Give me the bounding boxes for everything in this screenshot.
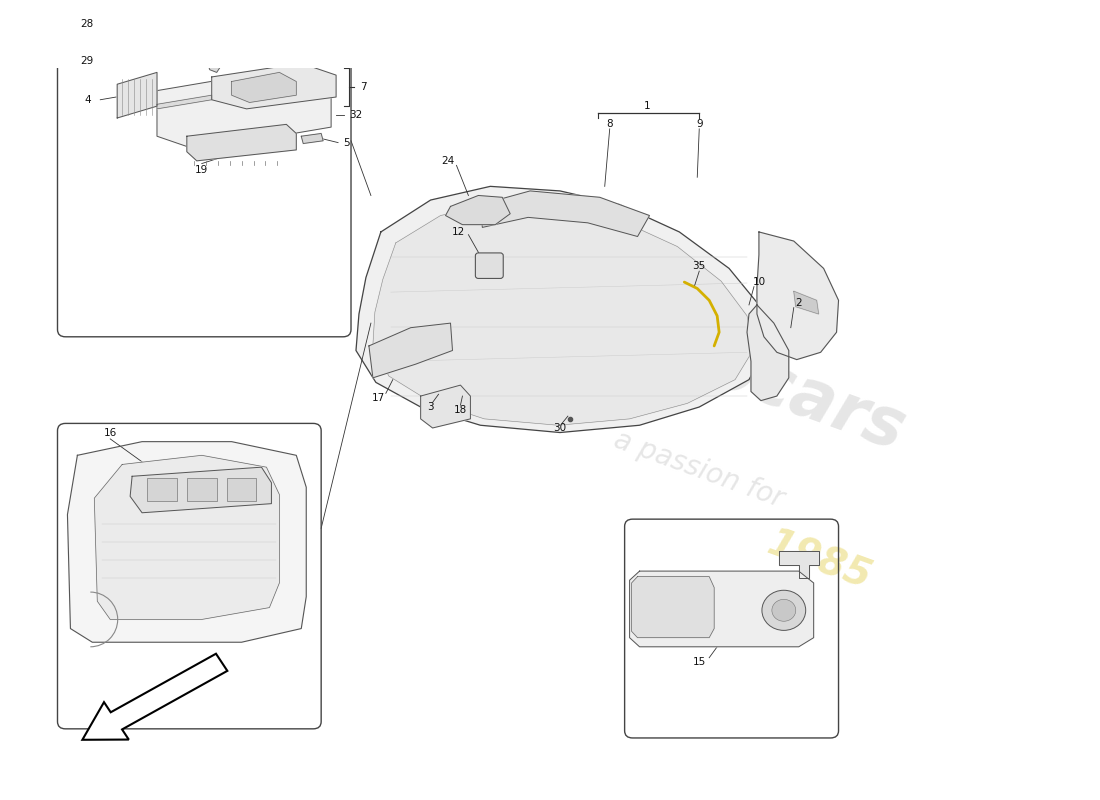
Polygon shape [368, 323, 452, 378]
Bar [187, 478, 217, 501]
Polygon shape [747, 305, 789, 401]
Text: eurocars: eurocars [583, 290, 914, 465]
Text: 19: 19 [195, 165, 208, 175]
Text: 28: 28 [80, 19, 94, 29]
Polygon shape [420, 385, 471, 428]
Polygon shape [629, 571, 814, 646]
Text: 30: 30 [553, 423, 566, 433]
Text: 3: 3 [427, 402, 433, 412]
Text: 2: 2 [795, 298, 802, 308]
FancyBboxPatch shape [475, 253, 503, 278]
Polygon shape [232, 72, 296, 102]
Text: 17: 17 [372, 393, 385, 403]
Polygon shape [118, 72, 157, 118]
Polygon shape [373, 202, 754, 426]
Text: 1985: 1985 [761, 524, 876, 597]
Text: 27: 27 [80, 0, 94, 2]
Polygon shape [631, 577, 714, 638]
Polygon shape [757, 232, 838, 359]
Text: 10: 10 [752, 277, 766, 287]
Polygon shape [301, 134, 323, 143]
Circle shape [772, 599, 795, 622]
Polygon shape [204, 0, 220, 11]
Polygon shape [211, 63, 337, 109]
Text: 1: 1 [645, 101, 651, 111]
Polygon shape [779, 551, 818, 578]
Bar [147, 478, 177, 501]
Text: 8: 8 [606, 119, 613, 130]
Polygon shape [481, 191, 649, 237]
Polygon shape [356, 186, 769, 433]
Bar [227, 478, 256, 501]
Polygon shape [207, 61, 220, 72]
Text: 5: 5 [343, 138, 350, 147]
Text: 7: 7 [360, 82, 366, 92]
Text: 15: 15 [693, 658, 706, 667]
Bar [207, 17, 221, 31]
Polygon shape [157, 95, 211, 109]
Polygon shape [130, 467, 272, 513]
Circle shape [762, 590, 805, 630]
Text: 35: 35 [693, 261, 706, 270]
Text: 16: 16 [103, 427, 117, 438]
Polygon shape [95, 455, 279, 619]
Text: 32: 32 [350, 110, 363, 120]
Polygon shape [187, 124, 296, 161]
Text: 18: 18 [454, 405, 467, 414]
Text: 24: 24 [441, 156, 454, 166]
Text: 9: 9 [696, 119, 703, 130]
Text: 12: 12 [452, 227, 465, 237]
Text: 4: 4 [84, 94, 90, 105]
Text: a passion for: a passion for [610, 426, 788, 513]
Polygon shape [67, 442, 306, 642]
Polygon shape [794, 291, 818, 314]
FancyArrow shape [82, 654, 228, 740]
Polygon shape [157, 68, 331, 150]
Text: 29: 29 [80, 55, 94, 66]
Polygon shape [446, 195, 510, 225]
